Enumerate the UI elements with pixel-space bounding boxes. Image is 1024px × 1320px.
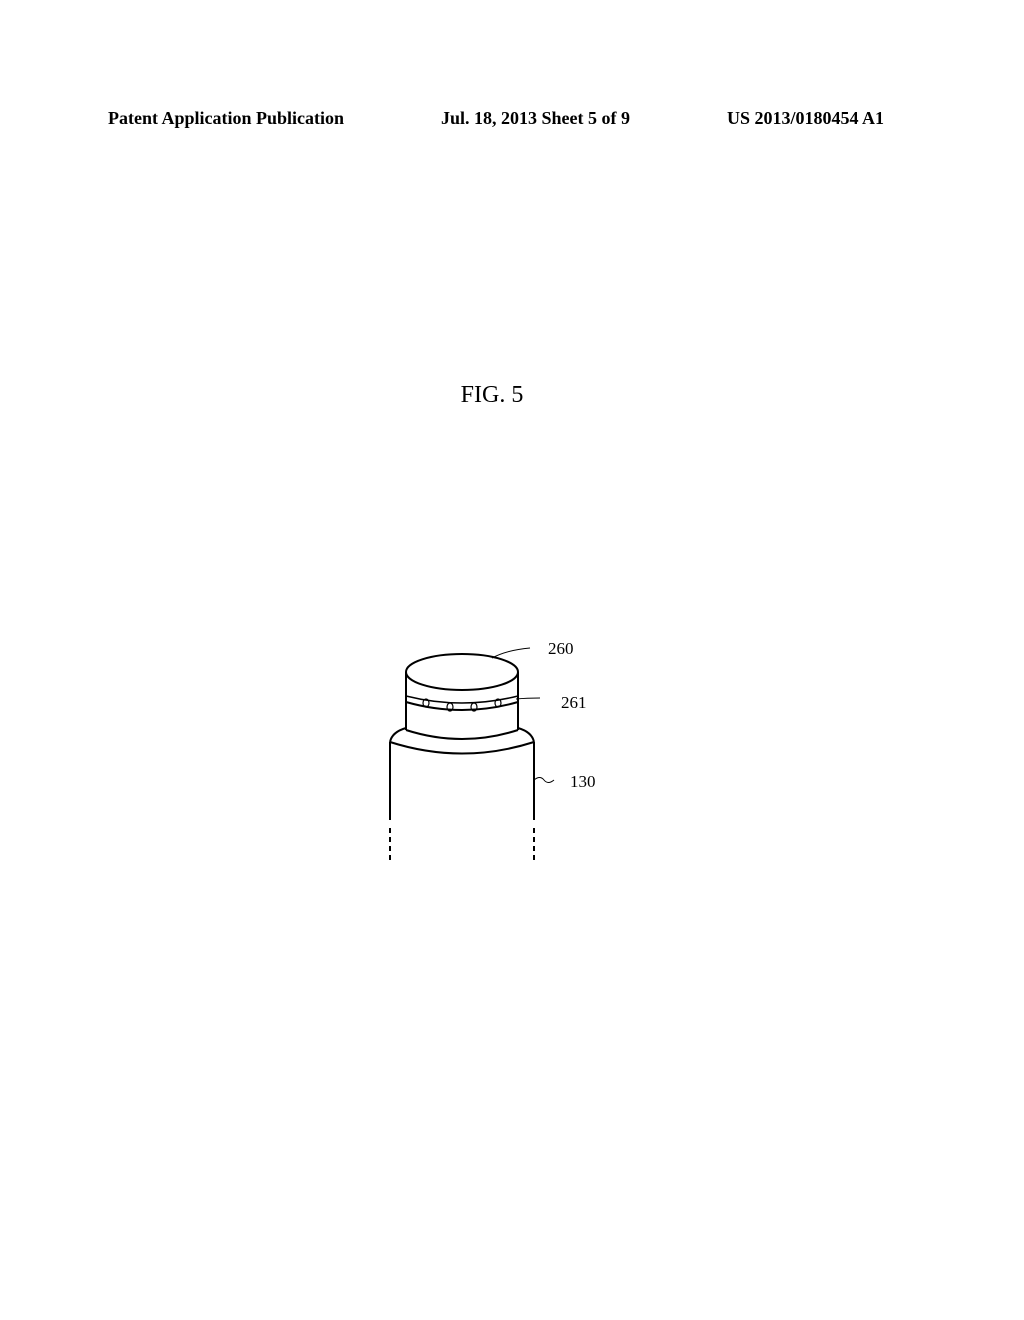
figure-number-label: FIG. 5 (461, 382, 524, 409)
reference-number-130: 130 (570, 772, 596, 792)
header-patent-number: US 2013/0180454 A1 (727, 108, 884, 129)
header-publication-type: Patent Application Publication (108, 108, 344, 129)
patent-drawing (362, 640, 602, 900)
drawing-svg (362, 640, 602, 900)
page-header: Patent Application Publication Jul. 18, … (0, 108, 1024, 129)
reference-number-260: 260 (548, 639, 574, 659)
reference-number-261: 261 (561, 693, 587, 713)
header-date-sheet: Jul. 18, 2013 Sheet 5 of 9 (441, 108, 630, 129)
